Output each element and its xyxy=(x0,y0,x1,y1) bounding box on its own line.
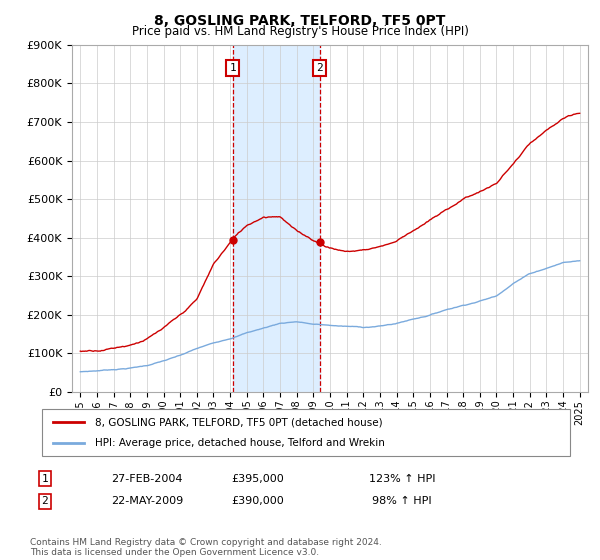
Text: Contains HM Land Registry data © Crown copyright and database right 2024.
This d: Contains HM Land Registry data © Crown c… xyxy=(30,538,382,557)
Text: 1: 1 xyxy=(229,63,236,73)
Bar xyxy=(233,45,320,392)
Text: 1: 1 xyxy=(41,474,49,484)
Text: HPI: Average price, detached house, Telford and Wrekin: HPI: Average price, detached house, Telf… xyxy=(95,438,385,448)
Text: 8, GOSLING PARK, TELFORD, TF5 0PT (detached house): 8, GOSLING PARK, TELFORD, TF5 0PT (detac… xyxy=(95,417,382,427)
Text: 2: 2 xyxy=(41,496,49,506)
Text: 123% ↑ HPI: 123% ↑ HPI xyxy=(369,474,435,484)
Text: 27-FEB-2004: 27-FEB-2004 xyxy=(111,474,182,484)
Text: 98% ↑ HPI: 98% ↑ HPI xyxy=(372,496,432,506)
Text: £395,000: £395,000 xyxy=(232,474,284,484)
Text: 2: 2 xyxy=(316,63,323,73)
Text: Price paid vs. HM Land Registry's House Price Index (HPI): Price paid vs. HM Land Registry's House … xyxy=(131,25,469,38)
Text: 8, GOSLING PARK, TELFORD, TF5 0PT: 8, GOSLING PARK, TELFORD, TF5 0PT xyxy=(154,14,446,28)
FancyBboxPatch shape xyxy=(42,409,570,456)
Text: £390,000: £390,000 xyxy=(232,496,284,506)
Text: 22-MAY-2009: 22-MAY-2009 xyxy=(111,496,183,506)
